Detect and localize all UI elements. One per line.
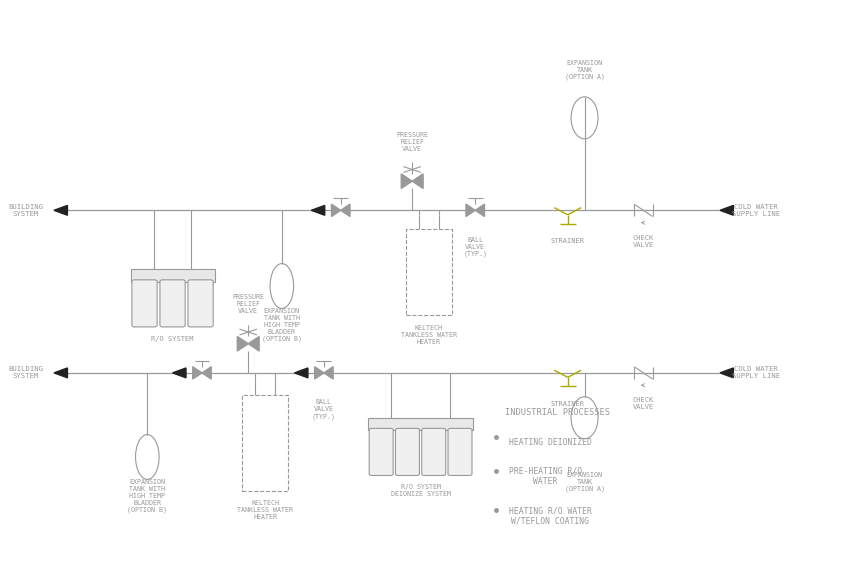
Text: EXPANSION
TANK WITH
HIGH TEMP
BLADDER
(OPTION B): EXPANSION TANK WITH HIGH TEMP BLADDER (O…	[127, 479, 167, 514]
Polygon shape	[172, 368, 186, 378]
Text: COLD WATER
SUPPLY LINE: COLD WATER SUPPLY LINE	[732, 367, 780, 379]
Text: KELTECH
TANKLESS WATER
HEATER: KELTECH TANKLESS WATER HEATER	[237, 500, 293, 520]
Polygon shape	[238, 336, 248, 351]
Text: STRAINER: STRAINER	[551, 401, 585, 407]
Text: COLD WATER
SUPPLY LINE: COLD WATER SUPPLY LINE	[732, 204, 780, 217]
Text: BUILDING
SYSTEM: BUILDING SYSTEM	[9, 204, 44, 217]
FancyBboxPatch shape	[188, 280, 213, 327]
Text: STRAINER: STRAINER	[551, 238, 585, 244]
Polygon shape	[341, 204, 350, 216]
Polygon shape	[311, 205, 324, 215]
Text: HEATING DEIONIZED: HEATING DEIONIZED	[509, 439, 592, 447]
FancyBboxPatch shape	[422, 428, 445, 475]
Text: PRE-HEATING R/O
WATER: PRE-HEATING R/O WATER	[509, 467, 582, 486]
Polygon shape	[323, 367, 333, 379]
Text: PRESSURE
RELIEF
VALVE: PRESSURE RELIEF VALVE	[396, 132, 428, 152]
Polygon shape	[720, 368, 734, 378]
Text: CHECK
VALVE: CHECK VALVE	[633, 235, 654, 248]
Polygon shape	[193, 367, 202, 379]
Polygon shape	[720, 205, 734, 215]
Text: HEATING R/O WATER
W/TEFLON COATING: HEATING R/O WATER W/TEFLON COATING	[509, 506, 592, 526]
FancyBboxPatch shape	[369, 428, 393, 475]
Text: PRESSURE
RELIEF
VALVE: PRESSURE RELIEF VALVE	[233, 295, 264, 315]
Polygon shape	[54, 205, 68, 215]
Text: INDUSTRIAL PROCESSES: INDUSTRIAL PROCESSES	[505, 408, 610, 416]
Bar	[406, 229, 452, 315]
FancyBboxPatch shape	[396, 428, 420, 475]
FancyBboxPatch shape	[132, 280, 157, 327]
Text: CHECK
VALVE: CHECK VALVE	[633, 397, 654, 410]
Polygon shape	[402, 174, 412, 188]
Polygon shape	[294, 368, 308, 378]
FancyBboxPatch shape	[160, 280, 185, 327]
Text: BALL
VALVE
(TYP.): BALL VALVE (TYP.)	[312, 399, 335, 420]
FancyBboxPatch shape	[368, 418, 473, 430]
Polygon shape	[202, 367, 211, 379]
Text: BALL
VALVE
(TYP.): BALL VALVE (TYP.)	[463, 236, 487, 257]
Text: R/O SYSTEM: R/O SYSTEM	[151, 336, 194, 342]
Text: BUILDING
SYSTEM: BUILDING SYSTEM	[9, 367, 44, 379]
Text: EXPANSION
TANK WITH
HIGH TEMP
BLADDER
(OPTION B): EXPANSION TANK WITH HIGH TEMP BLADDER (O…	[262, 308, 302, 343]
Text: KELTECH
TANKLESS WATER
HEATER: KELTECH TANKLESS WATER HEATER	[401, 325, 457, 345]
Polygon shape	[331, 204, 341, 216]
Text: EXPANSION
TANK
(OPTION A): EXPANSION TANK (OPTION A)	[565, 472, 605, 492]
Text: R/O SYSTEM
DEIONIZE SYSTEM: R/O SYSTEM DEIONIZE SYSTEM	[390, 484, 450, 497]
Polygon shape	[54, 368, 68, 378]
Bar	[242, 395, 288, 491]
Polygon shape	[248, 336, 259, 351]
Polygon shape	[466, 204, 475, 216]
Polygon shape	[315, 367, 323, 379]
Polygon shape	[475, 204, 485, 216]
FancyBboxPatch shape	[130, 269, 214, 281]
Polygon shape	[412, 174, 423, 188]
Text: EXPANSION
TANK
(OPTION A): EXPANSION TANK (OPTION A)	[565, 60, 605, 81]
FancyBboxPatch shape	[448, 428, 472, 475]
